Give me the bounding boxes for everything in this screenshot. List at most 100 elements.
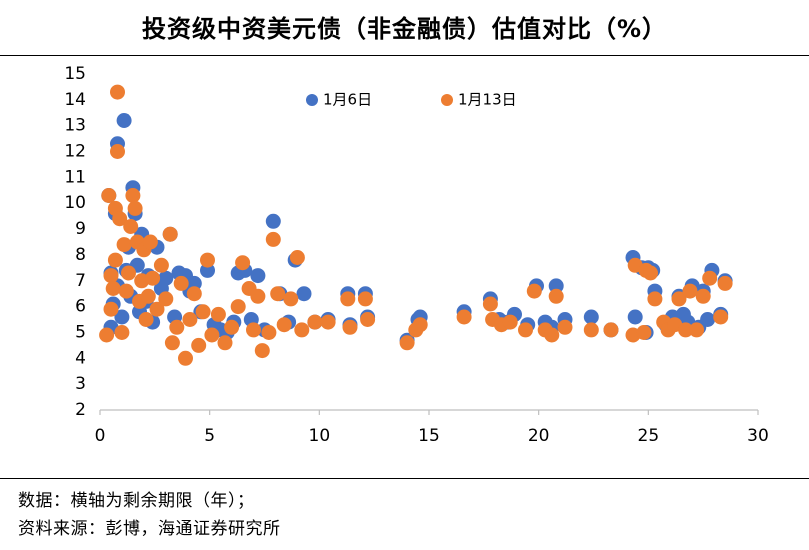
data-note: 数据：横轴为剩余期限（年）； [18, 491, 255, 511]
data-point-series-1 [548, 278, 564, 294]
x-tick-label: 0 [95, 426, 106, 446]
data-point-series-2 [360, 312, 376, 327]
legend-label-series-1: 1月6日 [323, 91, 372, 109]
data-point-series-2 [140, 288, 156, 304]
data-point-series-2 [412, 317, 428, 333]
data-point-series-2 [182, 312, 198, 327]
y-tick-label: 12 [64, 142, 86, 162]
data-point-series-2 [116, 237, 132, 253]
data-point-series-2 [289, 250, 305, 265]
data-point-series-2 [127, 200, 143, 216]
data-point-series-2 [217, 335, 233, 351]
data-point-series-2 [276, 317, 292, 333]
x-tick-label: 25 [638, 426, 660, 446]
data-point-series-1 [114, 309, 130, 325]
data-point-series-2 [186, 286, 202, 302]
data-point-series-2 [678, 322, 694, 338]
y-tick-label: 11 [64, 167, 86, 187]
data-point-series-2 [210, 306, 226, 322]
y-tick-label: 13 [64, 116, 86, 136]
x-tick-label: 30 [747, 426, 769, 446]
data-point-series-2 [195, 304, 211, 320]
data-point-series-1 [186, 275, 202, 291]
scatter-chart: 2 3 4 5 6 7 8 9 10 11 12 13 14 15 0 5 10 15 20 25 30 1月6日 1… [64, 64, 769, 446]
data-point-series-1 [265, 213, 281, 229]
data-point-series-2 [294, 322, 310, 338]
data-point-series-2 [164, 335, 180, 351]
x-axis-ticks: 0 5 10 15 20 25 30 [95, 426, 769, 446]
data-point-series-1 [158, 270, 174, 286]
data-point-series-2 [169, 319, 185, 335]
data-point-series-2 [142, 234, 158, 250]
data-point-series-2 [121, 265, 136, 281]
data-point-series-2 [583, 322, 599, 338]
data-point-series-2 [254, 343, 270, 359]
data-point-series-2 [548, 288, 564, 304]
data-point-series-2 [178, 350, 193, 366]
data-point-series-2 [105, 281, 121, 296]
data-point-series-2 [702, 270, 718, 286]
y-tick-label: 6 [75, 297, 86, 317]
data-point-series-2 [357, 291, 373, 307]
data-point-series-2 [689, 322, 705, 338]
data-point-series-2 [603, 322, 619, 338]
data-point-series-2 [110, 84, 125, 100]
data-point-series-2 [482, 296, 498, 312]
data-point-series-2 [261, 325, 277, 340]
data-point-series-2 [138, 312, 154, 327]
data-point-series-1 [250, 268, 266, 284]
y-tick-label: 9 [75, 219, 86, 239]
data-point-series-2 [250, 288, 266, 304]
notes-divider [0, 478, 809, 479]
legend-marker-series-1 [306, 94, 318, 106]
x-axis-tickmarks [99, 410, 759, 415]
data-point-series-2 [224, 319, 240, 335]
data-point-series-2 [717, 275, 733, 291]
x-tick-label: 5 [204, 426, 215, 446]
data-point-series-2 [114, 325, 130, 340]
data-point-series-1 [627, 309, 643, 325]
data-point-series-2 [456, 309, 472, 325]
data-point-series-2 [246, 322, 261, 338]
x-tick-label: 15 [418, 426, 440, 446]
chart-title: 投资级中资美元债（非金融债）估值对比（%） [141, 14, 668, 43]
x-tick-label: 20 [528, 426, 550, 446]
y-tick-label: 7 [75, 271, 86, 291]
data-point-series-2 [557, 319, 573, 335]
data-point-series-2 [544, 327, 560, 343]
data-point-series-2 [682, 283, 698, 299]
data-point-series-2 [399, 335, 415, 351]
data-point-series-2 [107, 252, 123, 268]
data-point-series-2 [643, 265, 658, 281]
data-point-series-2 [671, 291, 687, 307]
data-point-series-2 [101, 188, 117, 203]
data-point-series-2 [153, 257, 169, 273]
data-point-series-2 [235, 255, 251, 271]
legend: 1月6日 1月13日 [306, 91, 517, 109]
data-point-series-2 [103, 268, 119, 284]
data-point-series-2 [99, 327, 115, 343]
data-point-series-2 [162, 226, 178, 242]
data-point-series-2 [518, 322, 533, 338]
data-point-series-2 [647, 291, 663, 307]
data-point-series-2 [320, 314, 336, 330]
data-point-series-2 [270, 286, 286, 302]
data-points [99, 84, 733, 366]
data-point-series-2 [125, 188, 141, 203]
data-point-series-2 [713, 309, 729, 325]
data-point-series-2 [173, 275, 189, 291]
data-point-series-2 [695, 288, 711, 304]
y-tick-label: 3 [75, 374, 86, 394]
data-point-series-2 [158, 291, 174, 307]
data-point-series-2 [110, 144, 125, 159]
data-point-series-2 [200, 252, 215, 268]
data-point-series-2 [283, 291, 299, 307]
data-point-series-2 [145, 270, 161, 286]
data-point-series-1 [200, 262, 215, 278]
y-tick-label: 2 [75, 400, 86, 420]
source-note: 资料来源：彭博，海通证券研究所 [18, 519, 281, 539]
data-point-series-2 [230, 299, 246, 315]
data-point-series-2 [123, 219, 139, 234]
data-point-series-2 [636, 325, 652, 340]
y-tick-label: 15 [64, 64, 86, 84]
